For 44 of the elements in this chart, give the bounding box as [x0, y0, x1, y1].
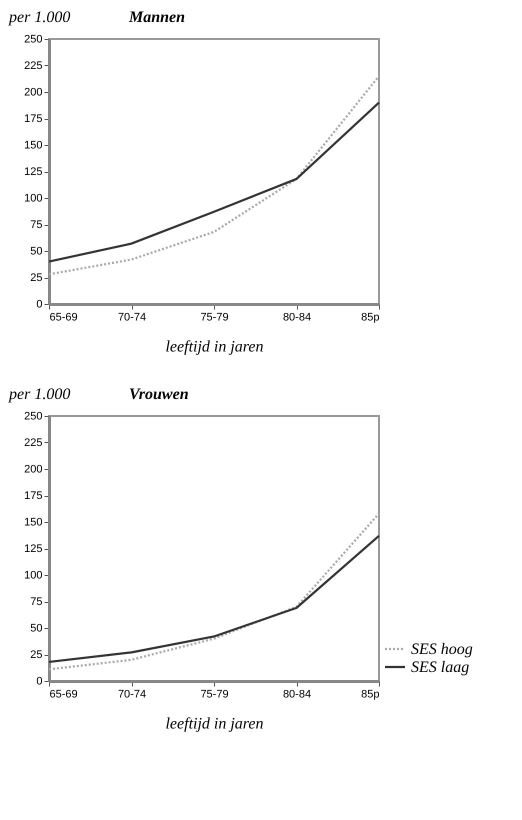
x-tick-label: 85p [361, 312, 380, 324]
chart-title: Vrouwen [129, 386, 189, 403]
x-tick-label: 80-84 [282, 688, 312, 700]
line-series [48, 534, 380, 664]
x-tick-label: 65-69 [50, 312, 78, 324]
y-tick-label: 175 [24, 490, 42, 502]
x-tick-label: 70-74 [118, 688, 146, 700]
y-tick-label: 250 [24, 34, 42, 46]
line-series [48, 512, 380, 670]
y-tick-label: 225 [24, 437, 42, 449]
y-tick-label: 150 [24, 140, 42, 152]
legend-label: SES laag [411, 659, 470, 676]
y-tick-label: 75 [30, 219, 42, 231]
y-tick-label: 175 [24, 113, 42, 125]
y-tick-label: 225 [24, 60, 42, 72]
x-tick-label: 75-79 [200, 688, 229, 700]
y-axis-title: per 1.000 [8, 386, 70, 403]
x-axis-title: leeftijd in jaren [165, 338, 264, 356]
x-tick-label: 80-84 [282, 312, 312, 324]
y-tick-label: 100 [24, 192, 42, 204]
y-tick-label: 0 [36, 298, 42, 310]
y-tick-label: 200 [24, 464, 42, 476]
y-tick-label: 25 [30, 649, 42, 661]
x-tick-label: 85p [361, 688, 380, 700]
chart-title: Mannen [128, 9, 186, 26]
line-series [48, 75, 380, 276]
y-tick-label: 50 [30, 622, 42, 634]
legend-label: SES hoog [411, 641, 473, 658]
y-tick-label: 75 [30, 596, 42, 608]
y-tick-label: 125 [24, 166, 42, 178]
y-tick-label: 125 [24, 543, 42, 555]
y-tick-label: 200 [24, 86, 42, 98]
x-tick-label: 70-74 [118, 312, 146, 324]
y-tick-label: 25 [30, 272, 42, 284]
x-tick-label: 65-69 [50, 688, 78, 700]
y-tick-label: 0 [36, 676, 42, 688]
x-tick-label: 75-79 [200, 312, 229, 324]
y-tick-label: 100 [24, 570, 42, 582]
y-tick-label: 150 [24, 516, 42, 528]
line-series [48, 102, 380, 263]
y-tick-label: 250 [24, 410, 42, 422]
y-axis-title: per 1.000 [8, 9, 70, 26]
y-tick-label: 50 [30, 246, 42, 258]
x-axis-title: leeftijd in jaren [165, 716, 264, 732]
